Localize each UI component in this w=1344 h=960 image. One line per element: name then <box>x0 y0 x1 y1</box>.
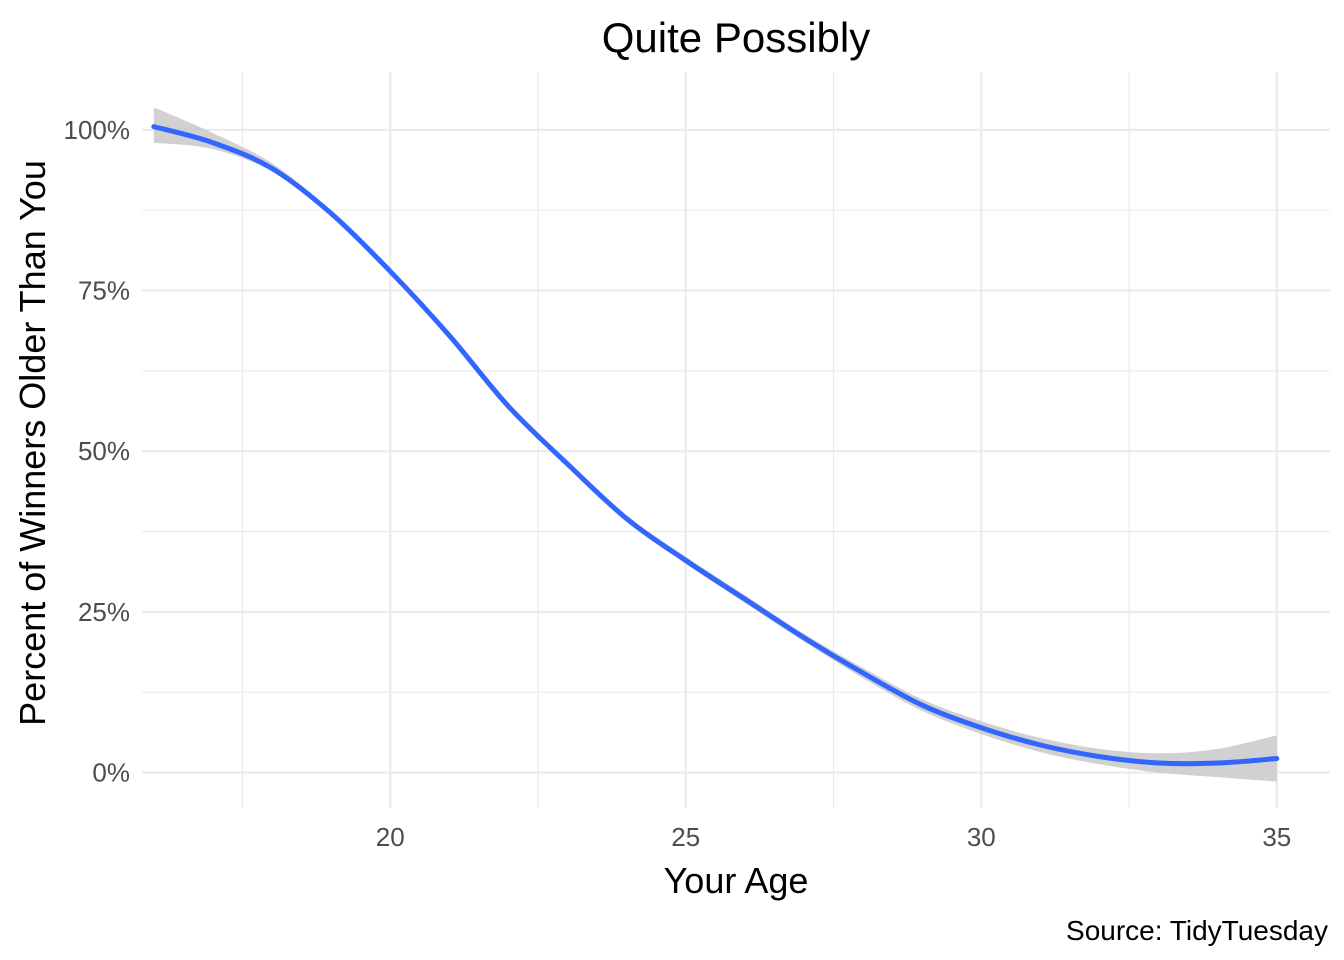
x-axis-tick-labels: 20 25 30 35 <box>376 822 1291 852</box>
y-axis-title: Percent of Winners Older Than You <box>12 160 53 726</box>
y-tick-label: 100% <box>64 115 131 145</box>
x-tick-label: 35 <box>1262 822 1291 852</box>
x-tick-label: 20 <box>376 822 405 852</box>
y-tick-label: 75% <box>78 276 130 306</box>
trend-line-layer <box>151 124 1280 767</box>
x-tick-label: 25 <box>671 822 700 852</box>
x-axis-title: Your Age <box>664 860 809 901</box>
chart-caption: Source: TidyTuesday <box>1066 915 1328 946</box>
chart-title: Quite Possibly <box>602 14 870 61</box>
trend-line <box>151 124 1280 767</box>
x-tick-label: 30 <box>967 822 996 852</box>
y-tick-label: 50% <box>78 436 130 466</box>
y-tick-label: 25% <box>78 597 130 627</box>
y-axis-tick-labels: 0% 25% 50% 75% 100% <box>64 115 131 788</box>
grid <box>142 72 1330 808</box>
y-tick-label: 0% <box>92 758 130 788</box>
